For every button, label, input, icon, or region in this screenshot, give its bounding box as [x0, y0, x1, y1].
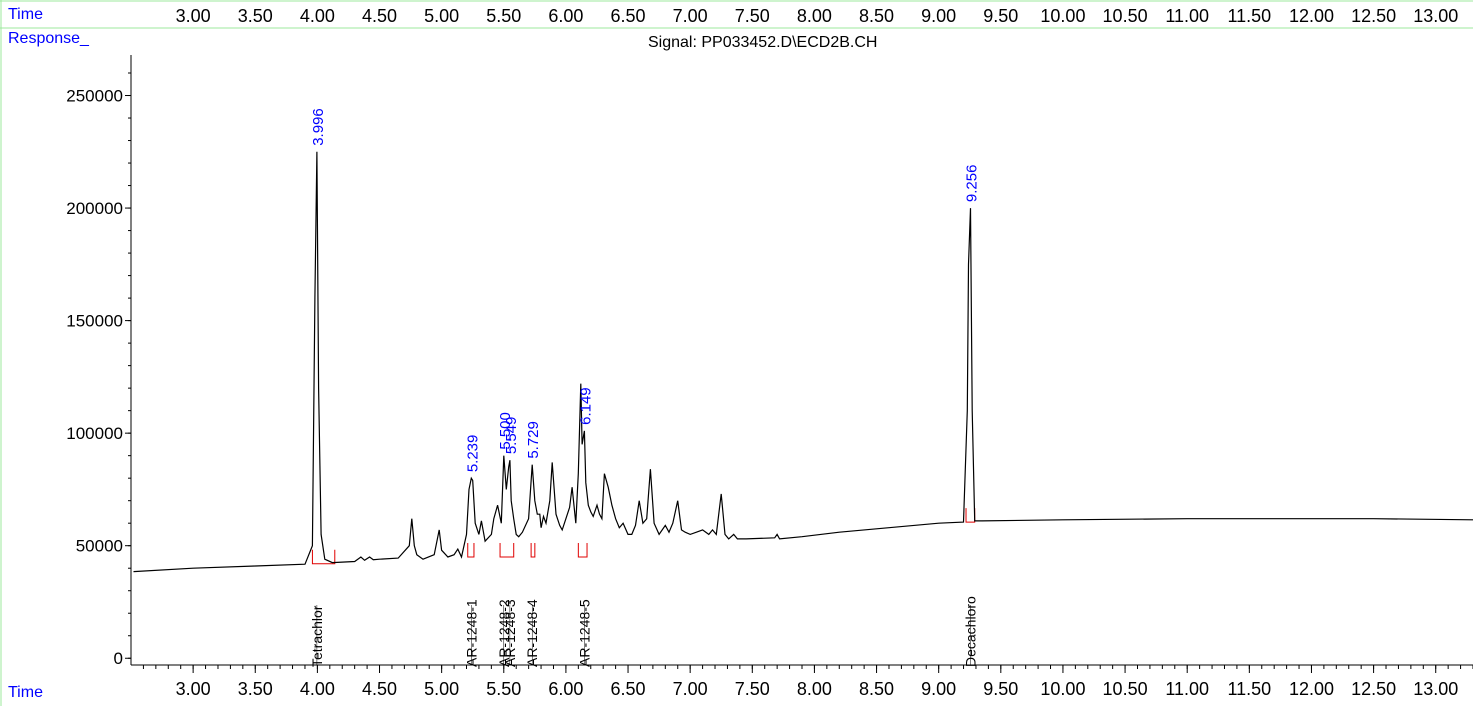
- y-tick-label: 0: [114, 649, 123, 668]
- compound-label: Decachloro: [962, 596, 978, 667]
- peak-label: 6.149: [577, 387, 594, 425]
- y-tick-label: 250000: [66, 87, 123, 106]
- top-x-tick-label: 8.50: [859, 6, 894, 26]
- top-x-tick-label: 8.00: [797, 6, 832, 26]
- top-x-tick-label: 11.00: [1165, 6, 1209, 26]
- top-x-tick-label: 9.00: [921, 6, 956, 26]
- x-tick-label: 11.50: [1227, 679, 1271, 699]
- x-tick-label: 7.00: [673, 679, 708, 699]
- top-x-tick-label: 3.50: [238, 6, 273, 26]
- top-x-tick-label: 9.50: [983, 6, 1018, 26]
- peak-label: 5.500: [497, 412, 514, 450]
- bottom-time-label: Time: [8, 684, 43, 701]
- x-tick-label: 10.50: [1103, 679, 1148, 699]
- top-x-tick-label: 7.00: [673, 6, 708, 26]
- integration-baseline: [965, 508, 976, 523]
- y-tick-label: 200000: [66, 199, 123, 218]
- x-tick-label: 4.50: [362, 679, 397, 699]
- top-x-tick-label: 6.50: [611, 6, 646, 26]
- x-tick-label: 12.50: [1351, 679, 1396, 699]
- integration-baseline: [530, 542, 536, 558]
- x-tick-label: 9.50: [983, 679, 1018, 699]
- top-time-label: Time: [8, 6, 43, 23]
- top-x-tick-label: 4.50: [362, 6, 397, 26]
- peak-label: 5.729: [525, 421, 542, 459]
- x-tick-label: 3.00: [176, 679, 211, 699]
- top-x-tick-label: 5.00: [424, 6, 459, 26]
- y-tick-label: 150000: [66, 312, 123, 331]
- peak-label: 9.256: [963, 165, 980, 203]
- x-tick-label: 6.50: [611, 679, 646, 699]
- peak-label: 3.996: [310, 108, 327, 146]
- top-x-tick-label: 7.50: [735, 6, 770, 26]
- x-tick-label: 4.00: [300, 679, 335, 699]
- compound-label: AR-1248-4: [524, 599, 540, 667]
- x-tick-label: 5.50: [486, 679, 521, 699]
- x-tick-label: 5.00: [424, 679, 459, 699]
- integration-baseline: [467, 542, 475, 558]
- peak-label: 5.549: [503, 417, 520, 455]
- compound-label: AR-1248-2: [496, 599, 512, 667]
- x-tick-label: 13.00: [1413, 679, 1458, 699]
- compound-label: AR-1248-3: [502, 599, 518, 667]
- top-x-tick-label: 5.50: [486, 6, 521, 26]
- compound-label: AR-1248-5: [576, 599, 592, 667]
- top-x-tick-label: 4.00: [300, 6, 335, 26]
- peak-label: 5.239: [464, 435, 481, 473]
- top-x-tick-label: 12.00: [1289, 6, 1334, 26]
- y-tick-label: 50000: [76, 537, 123, 556]
- x-tick-label: 3.50: [238, 679, 273, 699]
- top-x-tick-label: 13.00: [1413, 6, 1458, 26]
- x-tick-label: 7.50: [735, 679, 770, 699]
- compound-label: AR-1248-1: [463, 599, 479, 667]
- y-tick-label: 100000: [66, 424, 123, 443]
- response-axis-label: Response_: [8, 30, 89, 47]
- signal-title: Signal: PP033452.D\ECD2B.CH: [648, 34, 878, 51]
- signal-trace: [133, 151, 1473, 573]
- x-tick-label: 8.50: [859, 679, 894, 699]
- compound-label: Tetrachlor: [309, 605, 325, 667]
- integration-baseline: [311, 549, 336, 565]
- top-x-tick-label: 3.00: [176, 6, 211, 26]
- top-x-tick-label: 10.00: [1040, 6, 1085, 26]
- x-tick-label: 8.00: [797, 679, 832, 699]
- top-x-tick-label: 11.50: [1227, 6, 1271, 26]
- x-tick-label: 11.00: [1165, 679, 1209, 699]
- x-tick-label: 6.00: [548, 679, 583, 699]
- x-tick-label: 12.00: [1289, 679, 1334, 699]
- integration-baseline: [499, 542, 515, 558]
- x-tick-label: 10.00: [1040, 679, 1085, 699]
- top-x-tick-label: 6.00: [548, 6, 583, 26]
- top-x-tick-label: 12.50: [1351, 6, 1396, 26]
- integration-baseline: [577, 542, 588, 558]
- top-x-tick-label: 10.50: [1103, 6, 1148, 26]
- x-tick-label: 9.00: [921, 679, 956, 699]
